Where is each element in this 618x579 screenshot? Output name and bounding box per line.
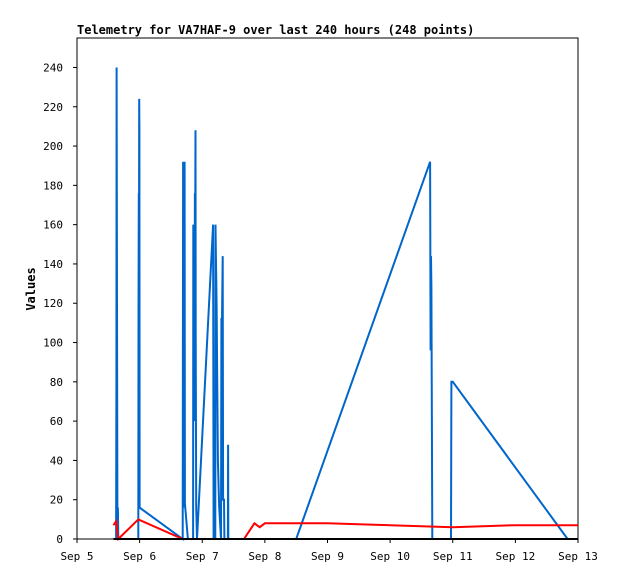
y-tick-label: 120: [43, 297, 63, 310]
x-tick-label: Sep 9: [311, 550, 344, 563]
y-tick-label: 240: [43, 61, 63, 74]
y-tick-label: 200: [43, 140, 63, 153]
y-tick-label: 0: [56, 533, 63, 546]
y-tick-label: 160: [43, 219, 63, 232]
series-line-0: [115, 67, 569, 541]
y-tick-label: 180: [43, 179, 63, 192]
x-tick-label: Sep 8: [248, 550, 281, 563]
y-axis-label: Values: [24, 267, 38, 310]
x-tick-label: Sep 11: [433, 550, 473, 563]
series-line-1: [112, 518, 578, 542]
y-tick-label: 220: [43, 101, 63, 114]
x-tick-label: Sep 5: [60, 550, 93, 563]
plot-frame: [76, 37, 579, 540]
chart-title: Telemetry for VA7HAF-9 over last 240 hou…: [77, 23, 474, 37]
y-tick-label: 40: [50, 454, 63, 467]
axis-ticks: 0 20 40 60 80 100 120 140 160 180 200 220 240 Sep 5 Se…: [43, 61, 598, 563]
y-tick-label: 20: [50, 494, 63, 507]
y-tick-label: 60: [50, 415, 63, 428]
y-tick-label: 80: [50, 376, 63, 389]
x-tick-label: Sep 10: [370, 550, 410, 563]
y-tick-label: 140: [43, 258, 63, 271]
x-tick-label: Sep 12: [496, 550, 536, 563]
x-tick-label: Sep 6: [123, 550, 156, 563]
series-layer: [112, 67, 578, 542]
x-tick-label: Sep 7: [186, 550, 219, 563]
x-tick-label: Sep 13: [558, 550, 598, 563]
y-tick-label: 100: [43, 337, 63, 350]
